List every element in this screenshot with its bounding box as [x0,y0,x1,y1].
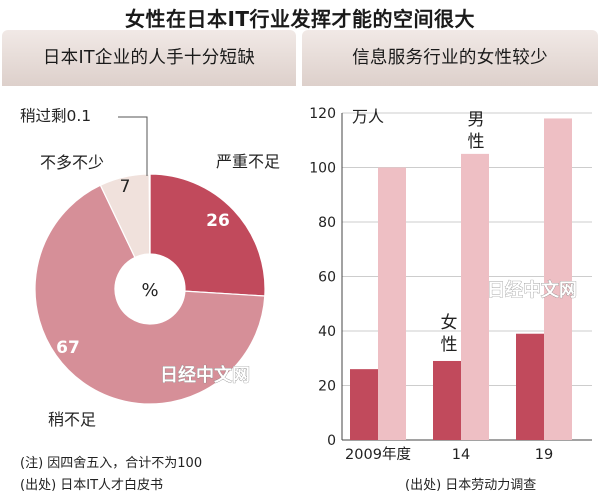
series-label-male-2: 性 [468,132,485,152]
right-panel-header: 信息服务行业的女性较少 [302,30,598,86]
pie-value-label-3: 7 [120,177,131,197]
pie-slice-2 [34,184,266,405]
pie-value-label-2: 67 [56,338,80,358]
pie-value-label-1: 26 [206,211,230,231]
left-panel-header: 日本IT企业的人手十分短缺 [2,30,296,86]
watermark-2: 日经中文网 [487,279,577,301]
pie-category-label-4: 稍过剩0.1 [20,107,91,125]
bar-female-1 [433,360,461,440]
bar-xtick-1: 14 [452,447,470,463]
bar-ytick-80: 80 [318,215,336,231]
pie-category-label-1: 严重不足 [216,152,280,171]
bar-male-1 [461,153,489,440]
watermark-1: 日经中文网 [160,364,250,386]
pie-chart-title: 日本IT企业的人手十分短缺 [42,48,256,68]
pie-category-label-3: 不多不少 [40,153,104,172]
bar-ytick-0: 0 [327,433,336,449]
series-label-female-1: 女 [441,313,458,333]
bar-xtick-0: 2009年度 [345,446,411,463]
bar-unit-label: 万人 [352,107,384,126]
series-label-male-1: 男 [468,110,485,130]
series-label-female-2: 性 [441,335,458,355]
bar-ytick-60: 60 [318,270,336,286]
pie-leader-line [118,116,148,176]
bar-ytick-40: 40 [318,324,336,340]
pie-note-rounding: (注) 因四舍五入，合计不为100 [20,456,203,471]
bar-female-0 [350,369,378,440]
bar-ytick-100: 100 [309,161,336,177]
pie-center-unit: % [141,280,158,301]
bar-male-2 [544,118,572,440]
bar-ytick-120: 120 [309,106,336,122]
pie-category-label-2: 稍不足 [48,410,96,429]
bar-chart-title: 信息服务行业的女性较少 [352,48,548,68]
pie-slice-1 [149,173,266,297]
bar-xtick-2: 19 [535,447,553,463]
bar-source-note: (出处) 日本劳动力调查 [405,478,537,493]
pie-note-source: (出处) 日本IT人才白皮书 [20,478,164,493]
page-title: 女性在日本IT行业发挥才能的空间很大 [124,7,476,31]
pie-slice-4 [148,173,151,255]
bar-male-0 [378,167,406,440]
bar-female-2 [516,333,544,440]
bar-ytick-20: 20 [318,379,336,395]
